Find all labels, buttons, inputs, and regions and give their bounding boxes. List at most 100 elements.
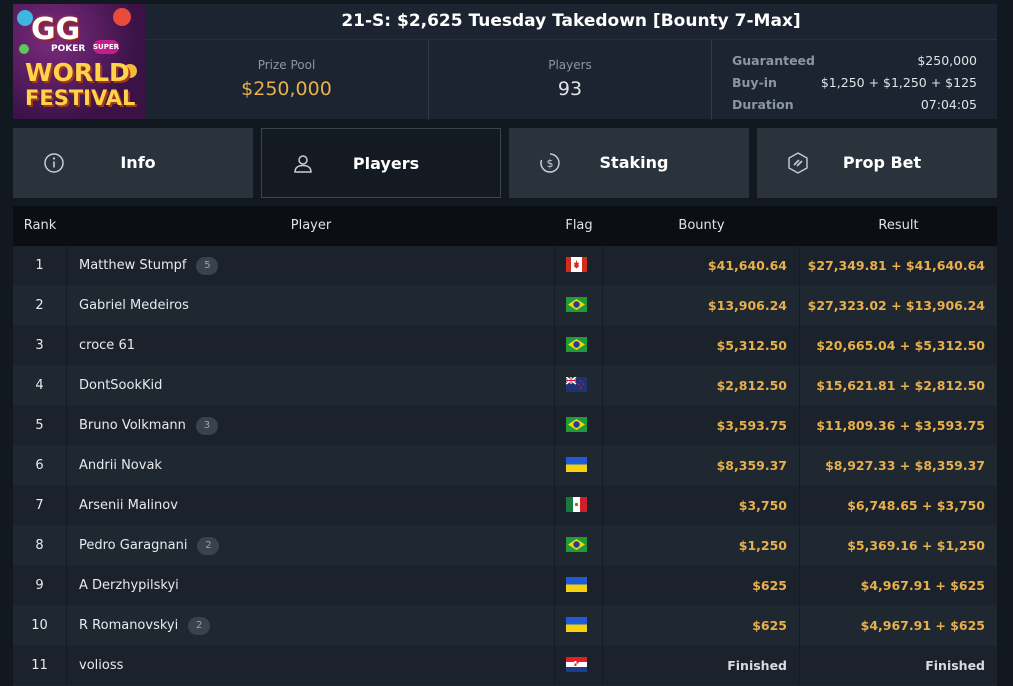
table-row[interactable]: 6 Andrii Novak $8,359.37 $8,927.33 + $8,359… — [13, 446, 997, 486]
table-row[interactable]: 7 Arsenii Malinov $3,750 $6,748.65 + $3,750 — [13, 486, 997, 526]
players-value: 93 — [557, 78, 583, 100]
player-name[interactable]: Pedro Garagnani — [79, 537, 188, 553]
detail-key: Guaranteed — [732, 53, 815, 68]
prize-pool-label: Prize Pool — [257, 58, 316, 72]
logo-gg-text: GG — [31, 12, 81, 47]
column-header-rank[interactable]: Rank — [23, 218, 57, 233]
table-row[interactable]: 10 R Romanovskyi 2 $625 $4,967.91 + $625 — [13, 606, 997, 646]
tournament-header: GG POKER SUPER WORLD FESTIVAL 21-S: $2,6… — [13, 4, 997, 120]
flag-canada-icon — [566, 257, 587, 272]
table-row[interactable]: 11 volioss Finished Finished — [13, 646, 997, 686]
player-name[interactable]: Matthew Stumpf — [79, 257, 187, 273]
players-table: Rank Player Flag Bounty Result 1 Matthew … — [13, 206, 997, 686]
logo-poker-text: POKER — [51, 44, 86, 54]
flag-cell — [555, 526, 603, 565]
bounty-cell: $3,593.75 — [603, 406, 800, 445]
players-label: Players — [548, 58, 592, 72]
player-name[interactable]: DontSookKid — [79, 377, 163, 393]
logo-world-text: WORLD — [25, 58, 130, 87]
rank-cell: 9 — [13, 566, 67, 605]
player-cell: croce 61 — [67, 326, 555, 365]
flag-cell — [555, 486, 603, 525]
flag-ukraine-icon — [566, 617, 587, 632]
result-cell: $4,967.91 + $625 — [860, 618, 985, 633]
bounty-cell: Finished — [603, 646, 800, 685]
result-cell: $4,967.91 + $625 — [860, 578, 985, 593]
table-row[interactable]: 1 Matthew Stumpf 5 $41,640.64 $27,349.81 + $… — [13, 246, 997, 286]
flag-brazil-icon — [566, 297, 587, 312]
result-cell: $27,349.81 + $41,640.64 — [807, 258, 985, 273]
flag-cell — [555, 326, 603, 365]
result-cell: $11,809.36 + $3,593.75 — [816, 418, 985, 433]
bounty-cell: $1,250 — [603, 526, 800, 565]
detail-row-guaranteed: Guaranteed $250,000 — [732, 50, 977, 72]
tab-prop-bet[interactable]: Prop Bet — [757, 128, 997, 198]
logo-festival-text: FESTIVAL — [25, 86, 136, 110]
player-cell: R Romanovskyi 2 — [67, 606, 555, 645]
column-header-bounty[interactable]: Bounty — [678, 218, 725, 233]
flag-cell — [555, 406, 603, 445]
column-header-result[interactable]: Result — [878, 218, 919, 233]
tab-staking-label: Staking — [599, 153, 669, 172]
player-name[interactable]: Bruno Volkmann — [79, 417, 186, 433]
table-row[interactable]: 3 croce 61 $5,312.50 $20,665.04 + $5,312.50 — [13, 326, 997, 366]
info-icon — [44, 153, 64, 173]
player-badge: 3 — [195, 416, 218, 435]
rank-cell: 2 — [13, 286, 67, 325]
tab-players[interactable]: Players — [261, 128, 501, 198]
table-row[interactable]: 2 Gabriel Medeiros $13,906.24 $27,323.02 + … — [13, 286, 997, 326]
column-header-flag[interactable]: Flag — [565, 218, 593, 233]
flag-cell — [555, 366, 603, 405]
table-row[interactable]: 5 Bruno Volkmann 3 $3,593.75 $11,809.36 + $3… — [13, 406, 997, 446]
player-name[interactable]: Gabriel Medeiros — [79, 297, 189, 313]
rank-cell: 10 — [13, 606, 67, 645]
table-row[interactable]: 9 A Derzhypilskyi $625 $4,967.91 + $625 — [13, 566, 997, 606]
table-row[interactable]: 4 DontSookKid $2,812.50 $15,621.81 + $2,812… — [13, 366, 997, 406]
bounty-cell: $13,906.24 — [603, 286, 800, 325]
ggpoker-world-festival-logo: GG POKER SUPER WORLD FESTIVAL — [13, 4, 145, 119]
flag-cell — [555, 606, 603, 645]
player-name[interactable]: croce 61 — [79, 337, 135, 353]
tournament-stats: Prize Pool $250,000 Players 93 Guarantee… — [145, 39, 997, 120]
players-stat: Players 93 — [428, 40, 711, 120]
table-row[interactable]: 8 Pedro Garagnani 2 $1,250 $5,369.16 + $1,25… — [13, 526, 997, 566]
bounty-cell: $8,359.37 — [603, 446, 800, 485]
detail-row-duration: Duration 07:04:05 — [732, 94, 977, 116]
prize-pool-stat: Prize Pool $250,000 — [145, 40, 428, 120]
result-cell: $20,665.04 + $5,312.50 — [816, 338, 985, 353]
tab-info-label: Info — [120, 153, 156, 172]
rank-cell: 3 — [13, 326, 67, 365]
bounty-cell: $2,812.50 — [603, 366, 800, 405]
result-cell: Finished — [925, 658, 985, 673]
flag-ukraine-icon — [566, 577, 587, 592]
tab-staking[interactable]: $ Staking — [509, 128, 749, 198]
player-cell: Arsenii Malinov — [67, 486, 555, 525]
detail-value: 07:04:05 — [920, 97, 977, 112]
flag-mexico-icon — [566, 497, 587, 512]
flag-new-zealand-icon — [566, 377, 587, 392]
bounty-cell: $625 — [603, 566, 800, 605]
player-badge: 2 — [197, 536, 220, 555]
bounty-cell: $3,750 — [603, 486, 800, 525]
rank-cell: 11 — [13, 646, 67, 685]
player-name[interactable]: Arsenii Malinov — [79, 497, 178, 513]
user-icon — [294, 155, 312, 173]
result-cell: $27,323.02 + $13,906.24 — [807, 298, 985, 313]
player-name[interactable]: volioss — [79, 657, 124, 673]
bounty-cell: $5,312.50 — [603, 326, 800, 365]
player-name[interactable]: R Romanovskyi — [79, 617, 179, 633]
column-header-player[interactable]: Player — [290, 218, 332, 233]
flag-croatia-icon — [566, 657, 587, 672]
tab-info[interactable]: Info — [13, 128, 253, 198]
table-body: 1 Matthew Stumpf 5 $41,640.64 $27,349.81 + $… — [13, 246, 997, 686]
tournament-details: Guaranteed $250,000 Buy-in $1,250 + $1,2… — [711, 40, 997, 120]
flag-cell — [555, 446, 603, 485]
player-name[interactable]: Andrii Novak — [79, 457, 162, 473]
tournament-tabs: Info Players $ Staking Prop Bet — [13, 128, 997, 198]
result-cell: $15,621.81 + $2,812.50 — [816, 378, 985, 393]
player-cell: Pedro Garagnani 2 — [67, 526, 555, 565]
player-badge: 5 — [196, 256, 219, 275]
player-name[interactable]: A Derzhypilskyi — [79, 577, 179, 593]
flag-ukraine-icon — [566, 457, 587, 472]
logo-super-badge: SUPER — [93, 40, 119, 54]
